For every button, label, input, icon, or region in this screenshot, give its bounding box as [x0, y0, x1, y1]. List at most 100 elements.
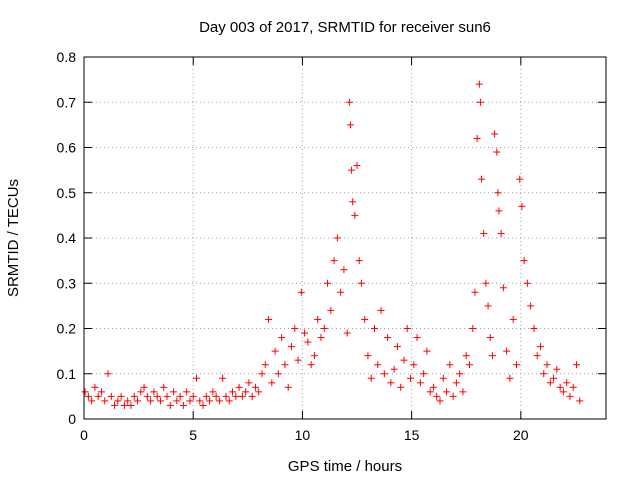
data-point	[324, 279, 332, 287]
data-point	[488, 352, 496, 360]
data-point	[284, 383, 292, 391]
data-point	[416, 379, 424, 387]
plot-frame	[83, 56, 607, 420]
data-point	[556, 383, 564, 391]
data-point	[361, 315, 369, 323]
data-point	[377, 306, 385, 314]
data-point	[459, 388, 467, 396]
data-point	[546, 379, 554, 387]
data-point	[475, 80, 483, 88]
data-point	[446, 361, 454, 369]
data-point	[330, 257, 338, 265]
data-point	[130, 392, 138, 400]
data-point	[364, 352, 372, 360]
data-point	[248, 392, 256, 400]
data-point	[518, 202, 526, 210]
data-point	[503, 347, 511, 355]
y-tick-label: 0.3	[57, 275, 77, 291]
data-point	[212, 392, 220, 400]
data-point	[301, 329, 309, 337]
data-point	[527, 302, 535, 310]
y-tick-label: 0.7	[57, 94, 77, 110]
data-point	[530, 325, 538, 332]
data-point	[209, 388, 217, 396]
data-point	[429, 383, 437, 391]
data-point	[91, 383, 99, 391]
data-point	[111, 401, 119, 409]
data-point	[355, 257, 363, 265]
data-point	[343, 329, 351, 337]
data-point	[449, 392, 457, 400]
data-point	[499, 284, 507, 292]
data-point	[160, 383, 168, 391]
data-point	[471, 288, 479, 296]
data-point	[202, 392, 210, 400]
data-point	[516, 175, 524, 183]
data-point	[566, 392, 574, 400]
data-point	[410, 361, 418, 369]
data-points	[81, 80, 584, 409]
data-point	[495, 207, 503, 215]
data-point	[423, 347, 431, 355]
data-point	[484, 302, 492, 310]
data-point	[258, 370, 266, 378]
data-point	[251, 383, 259, 391]
data-point	[494, 189, 502, 197]
data-point	[523, 279, 531, 287]
axis-ticks: 0 0.1 0.2 0.3 0.4 0.5 0.6 0.7 0.8 0 5 10 15 20	[57, 49, 606, 443]
x-tick-label: 10	[295, 427, 311, 443]
data-point	[533, 352, 541, 360]
data-point	[84, 392, 92, 400]
grid-lines	[84, 57, 606, 419]
data-point	[520, 257, 528, 265]
data-point	[268, 379, 276, 387]
data-point	[255, 388, 263, 396]
data-point	[166, 401, 174, 409]
data-point	[317, 334, 325, 342]
y-tick-label: 0.6	[57, 140, 77, 156]
data-point	[81, 388, 89, 396]
data-point	[170, 388, 178, 396]
x-tick-label: 20	[513, 427, 529, 443]
y-tick-label: 0.2	[57, 321, 77, 337]
data-point	[104, 370, 112, 378]
data-point	[156, 397, 164, 405]
y-axis-label: SRMTID / TECUs	[5, 179, 22, 297]
data-point	[189, 392, 197, 400]
data-point	[294, 356, 302, 364]
data-point	[420, 370, 428, 378]
y-tick-label: 0.5	[57, 185, 77, 201]
data-point	[456, 370, 464, 378]
data-point	[576, 397, 584, 405]
data-point	[147, 397, 155, 405]
data-point	[261, 361, 269, 369]
data-point	[509, 315, 517, 323]
data-point	[384, 334, 392, 342]
y-tick-label: 0.1	[57, 366, 77, 382]
data-point	[452, 379, 460, 387]
data-point	[436, 397, 444, 405]
data-point	[573, 361, 581, 369]
data-point	[540, 370, 548, 378]
data-point	[380, 370, 388, 378]
data-point	[413, 334, 421, 342]
data-point	[433, 392, 441, 400]
y-tick-label: 0.8	[57, 49, 77, 65]
data-point	[327, 306, 335, 314]
data-point	[179, 401, 187, 409]
data-point	[443, 388, 451, 396]
data-point	[242, 388, 250, 396]
data-point	[163, 392, 171, 400]
data-point	[349, 198, 357, 206]
data-point	[271, 347, 279, 355]
data-point	[222, 392, 230, 400]
data-point	[199, 401, 207, 409]
x-tick-label: 5	[189, 427, 197, 443]
data-point	[439, 374, 447, 382]
data-point	[478, 175, 486, 183]
data-point	[390, 365, 398, 373]
data-point	[140, 383, 148, 391]
data-point	[235, 383, 243, 391]
y-tick-label: 0	[68, 411, 76, 427]
data-point	[304, 338, 312, 346]
